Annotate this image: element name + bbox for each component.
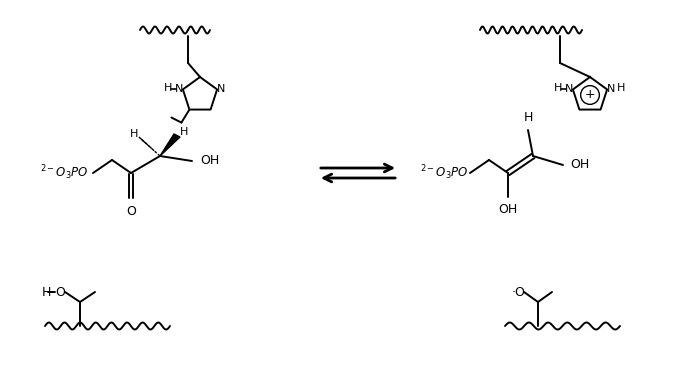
Polygon shape: [160, 134, 180, 156]
Text: H: H: [617, 84, 625, 93]
Text: H: H: [180, 127, 188, 137]
Text: $^{2-}O_3PO$: $^{2-}O_3PO$: [420, 164, 468, 182]
Text: N: N: [607, 84, 615, 94]
Text: N: N: [565, 84, 573, 94]
Text: $^{2-}O_3PO$: $^{2-}O_3PO$: [40, 164, 88, 182]
Text: N: N: [217, 84, 225, 94]
Text: H: H: [524, 111, 533, 124]
Text: OH: OH: [570, 158, 589, 172]
Text: H: H: [554, 84, 562, 93]
Text: H: H: [130, 129, 138, 139]
Text: O: O: [55, 285, 65, 299]
Text: OH: OH: [498, 203, 517, 216]
Text: ·O: ·O: [512, 285, 526, 299]
Text: OH: OH: [200, 155, 219, 167]
Text: O: O: [126, 205, 136, 218]
Text: N: N: [175, 84, 183, 94]
Text: H: H: [42, 285, 51, 299]
Text: +: +: [584, 88, 595, 102]
Text: H: H: [164, 84, 172, 93]
